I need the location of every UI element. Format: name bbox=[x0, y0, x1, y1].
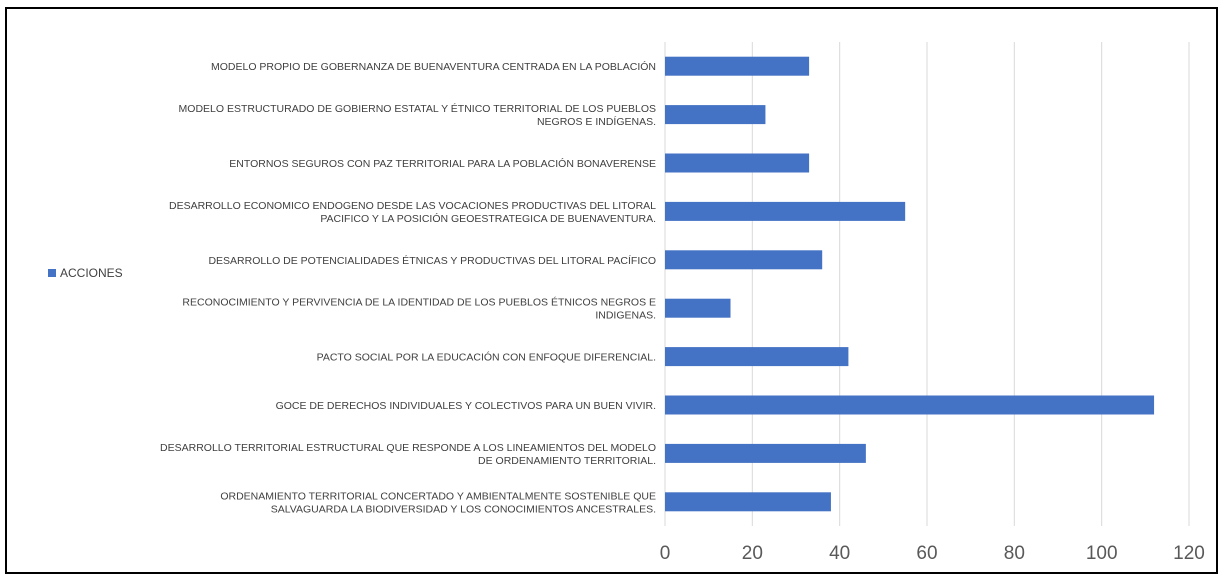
category-label: ORDENAMIENTO TERRITORIAL CONCERTADO Y AM… bbox=[220, 490, 656, 515]
category-labels: MODELO PROPIO DE GOBERNANZA DE BUENAVENT… bbox=[160, 60, 656, 515]
bar-chart: MODELO PROPIO DE GOBERNANZA DE BUENAVENT… bbox=[48, 42, 1205, 564]
bars bbox=[665, 56, 1155, 512]
legend: ACCIONES bbox=[48, 266, 123, 280]
bar bbox=[665, 153, 810, 173]
x-tick-label: 40 bbox=[829, 543, 850, 564]
category-label: ENTORNOS SEGUROS CON PAZ TERRITORIAL PAR… bbox=[229, 157, 656, 170]
category-label: MODELO ESTRUCTURADO DE GOBIERNO ESTATAL … bbox=[179, 102, 656, 128]
category-label-line: DESARROLLO DE POTENCIALIDADES ÉTNICAS Y … bbox=[208, 254, 656, 267]
category-label-line: PACIFICO Y LA POSICIÓN GEOESTRATEGICA DE… bbox=[320, 212, 656, 225]
bar bbox=[665, 201, 906, 221]
bar bbox=[665, 250, 823, 270]
category-label-line: PACTO SOCIAL POR LA EDUCACIÓN CON ENFOQU… bbox=[317, 351, 656, 364]
legend-label: ACCIONES bbox=[60, 266, 123, 280]
category-label-line: ENTORNOS SEGUROS CON PAZ TERRITORIAL PAR… bbox=[229, 157, 656, 170]
category-label: DESARROLLO ECONOMICO ENDOGENO DESDE LAS … bbox=[169, 200, 656, 225]
category-label-line: ORDENAMIENTO TERRITORIAL CONCERTADO Y AM… bbox=[220, 490, 656, 502]
category-label-line: SALVAGUARDA LA BIODIVERSIDAD Y LOS CONOC… bbox=[271, 503, 656, 515]
category-label-line: DESARROLLO TERRITORIAL ESTRUCTURAL QUE R… bbox=[160, 442, 656, 454]
category-label: PACTO SOCIAL POR LA EDUCACIÓN CON ENFOQU… bbox=[317, 351, 656, 364]
category-label-line: NEGROS E INDÍGENAS. bbox=[537, 115, 656, 128]
category-label: MODELO PROPIO DE GOBERNANZA DE BUENAVENT… bbox=[211, 60, 656, 73]
chart-frame: MODELO PROPIO DE GOBERNANZA DE BUENAVENT… bbox=[5, 7, 1218, 574]
bar bbox=[665, 443, 866, 463]
bar bbox=[665, 105, 766, 125]
bar bbox=[665, 298, 731, 318]
bar bbox=[665, 492, 831, 512]
category-label: DESARROLLO DE POTENCIALIDADES ÉTNICAS Y … bbox=[208, 254, 656, 267]
legend-swatch bbox=[48, 269, 56, 277]
x-tick-label: 0 bbox=[660, 543, 671, 564]
bar bbox=[665, 347, 849, 367]
x-tick-label: 60 bbox=[916, 543, 937, 564]
category-label: RECONOCIMIENTO Y PERVIVENCIA DE LA IDENT… bbox=[182, 296, 656, 322]
category-label-line: GOCE DE DERECHOS INDIVIDUALES Y COLECTIV… bbox=[276, 400, 656, 412]
category-label-line: MODELO PROPIO DE GOBERNANZA DE BUENAVENT… bbox=[211, 60, 656, 73]
category-label-line: INDIGENAS. bbox=[595, 310, 656, 322]
x-tick-label: 100 bbox=[1086, 543, 1118, 564]
category-label: GOCE DE DERECHOS INDIVIDUALES Y COLECTIV… bbox=[276, 400, 656, 412]
x-tick-label: 80 bbox=[1004, 543, 1025, 564]
bar bbox=[665, 56, 810, 76]
x-tick-label: 20 bbox=[742, 543, 763, 564]
category-label: DESARROLLO TERRITORIAL ESTRUCTURAL QUE R… bbox=[160, 442, 656, 467]
bar bbox=[665, 395, 1155, 415]
category-label-line: DE ORDENAMIENTO TERRITORIAL. bbox=[478, 455, 656, 467]
category-label-line: RECONOCIMIENTO Y PERVIVENCIA DE LA IDENT… bbox=[182, 296, 656, 309]
category-label-line: MODELO ESTRUCTURADO DE GOBIERNO ESTATAL … bbox=[179, 102, 656, 115]
x-tick-label: 120 bbox=[1173, 543, 1205, 564]
x-axis-tick-labels: 0 20 40 60 80 100 120 bbox=[660, 543, 1205, 564]
category-label-line: DESARROLLO ECONOMICO ENDOGENO DESDE LAS … bbox=[169, 200, 656, 212]
